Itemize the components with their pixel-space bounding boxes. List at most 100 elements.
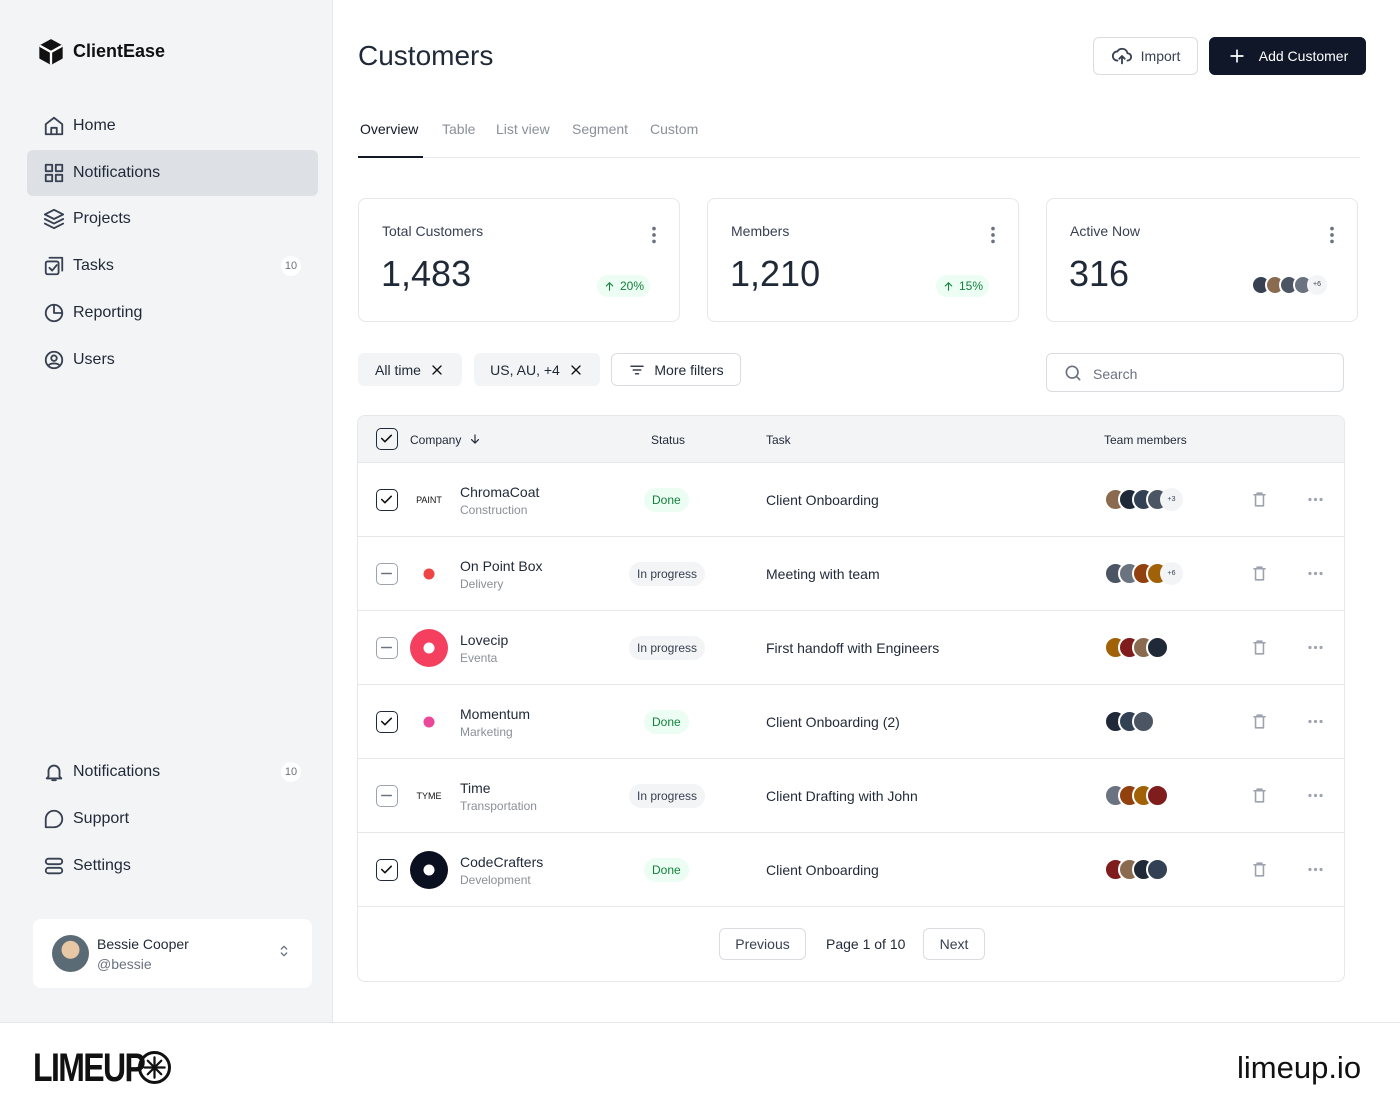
delete-button[interactable]: [1250, 490, 1269, 514]
nav-item[interactable]: Notifications: [27, 149, 318, 196]
task: Client Drafting with John: [766, 788, 918, 804]
table-row[interactable]: CodeCrafters Development Done Client Onboar…: [358, 833, 1344, 907]
previous-button[interactable]: Previous: [719, 928, 806, 960]
status-badge: In progress: [629, 784, 706, 808]
stat-menu[interactable]: [643, 224, 665, 251]
icon: [1253, 640, 1266, 655]
delete-button[interactable]: [1250, 786, 1269, 810]
table-row[interactable]: On Point Box Delivery In progress Meeting w…: [358, 537, 1344, 611]
stat-card: Members 1,210 15%: [707, 198, 1019, 322]
stat-value: 1,210: [730, 253, 821, 294]
nav-label: Projects: [73, 210, 131, 228]
row-menu[interactable]: [1306, 860, 1325, 884]
icon: [43, 209, 65, 230]
page-title: Customers: [358, 40, 494, 71]
brand-logo: [37, 38, 65, 71]
checkbox[interactable]: [376, 563, 398, 585]
table-row[interactable]: PAINT ChromaCoat Construction Done Client On…: [358, 463, 1344, 537]
checkbox[interactable]: [376, 859, 398, 881]
row-menu[interactable]: [1306, 786, 1325, 810]
nav-icon: [43, 349, 65, 376]
icon: [944, 281, 953, 291]
company-logo: PAINT: [410, 481, 448, 519]
delete-button[interactable]: [1250, 712, 1269, 736]
nav-item[interactable]: Projects: [27, 196, 318, 242]
team-avatar: [1146, 784, 1169, 807]
nav-item[interactable]: Support: [27, 796, 318, 842]
tabs-divider: [358, 157, 1360, 158]
icon: [605, 281, 614, 291]
filter-chip[interactable]: More filters: [611, 353, 741, 386]
table-row[interactable]: TYME Time Transportation In progress Client …: [358, 759, 1344, 833]
next-button[interactable]: Next: [923, 928, 985, 960]
tab[interactable]: Overview: [360, 121, 419, 137]
row-menu[interactable]: [1306, 564, 1325, 588]
icon: [571, 364, 581, 375]
nav-item[interactable]: Tasks 10: [27, 243, 318, 289]
filter-chip[interactable]: US, AU, +4: [474, 353, 600, 386]
tab[interactable]: List view: [496, 121, 550, 137]
table-row[interactable]: Lovecip Eventa In progress First handoff wi…: [358, 611, 1344, 685]
nav-icon: [43, 855, 65, 882]
import-button[interactable]: Import: [1093, 37, 1198, 75]
delete-button[interactable]: [1250, 860, 1269, 884]
sort-icon[interactable]: [468, 432, 482, 451]
row-menu[interactable]: [1306, 490, 1325, 514]
nav-item[interactable]: Home: [27, 103, 318, 149]
avatar-more: +6: [1307, 275, 1327, 295]
nav-label: Home: [73, 117, 116, 134]
search-box[interactable]: Search: [1046, 353, 1344, 392]
checkbox[interactable]: [376, 489, 398, 511]
filter-chip[interactable]: All time: [358, 353, 462, 386]
row-menu[interactable]: [1306, 638, 1325, 662]
add-customer-button[interactable]: Add Customer: [1209, 37, 1366, 75]
icon: [1308, 645, 1323, 650]
icon: [1230, 49, 1244, 63]
company-industry: Marketing: [460, 725, 513, 739]
company-industry: Delivery: [460, 577, 504, 591]
column-header[interactable]: Company: [410, 433, 462, 447]
icon: [44, 809, 64, 829]
nav-item[interactable]: Notifications 10: [27, 749, 318, 795]
checkbox[interactable]: [376, 785, 398, 807]
company-name: Momentum: [460, 706, 531, 722]
nav-item[interactable]: Settings: [27, 843, 318, 889]
delete-button[interactable]: [1250, 564, 1269, 588]
nav-item[interactable]: Reporting: [27, 290, 318, 336]
company-industry: Development: [460, 873, 531, 887]
icon: [991, 226, 995, 244]
checkbox[interactable]: [376, 428, 398, 450]
nav-item[interactable]: Users: [27, 337, 318, 383]
icon: [423, 864, 435, 876]
icon: [630, 365, 645, 374]
nav-label: Support: [73, 810, 130, 827]
checkbox[interactable]: [376, 637, 398, 659]
icon: [1253, 788, 1266, 803]
stat-label: Members: [731, 223, 790, 239]
company-logo: [410, 703, 448, 741]
icon: [1308, 793, 1323, 798]
table-row[interactable]: Momentum Marketing Done Client Onboarding (…: [358, 685, 1344, 759]
nav-icon: [43, 115, 65, 142]
company-logo: [410, 851, 448, 889]
user-menu[interactable]: [276, 943, 292, 964]
status-badge: In progress: [629, 636, 706, 660]
row-menu[interactable]: [1306, 712, 1325, 736]
stat-menu[interactable]: [1321, 224, 1343, 251]
checkbox[interactable]: [376, 711, 398, 733]
stat-menu[interactable]: [982, 224, 1004, 251]
delete-button[interactable]: [1250, 638, 1269, 662]
company-name: CodeCrafters: [460, 854, 544, 870]
icon: [143, 1056, 166, 1079]
nav-label: Settings: [73, 857, 131, 874]
icon: [44, 163, 64, 182]
button-label: Import: [1140, 48, 1181, 64]
nav-icon: [43, 302, 65, 329]
tab[interactable]: Segment: [572, 121, 629, 137]
tab[interactable]: Custom: [650, 121, 699, 137]
page-indicator: Page 1 of 10: [826, 936, 906, 952]
stat-label: Total Customers: [382, 223, 484, 239]
nav-label: Notifications: [73, 163, 161, 181]
tab[interactable]: Table: [442, 121, 476, 137]
icon: [39, 39, 63, 65]
